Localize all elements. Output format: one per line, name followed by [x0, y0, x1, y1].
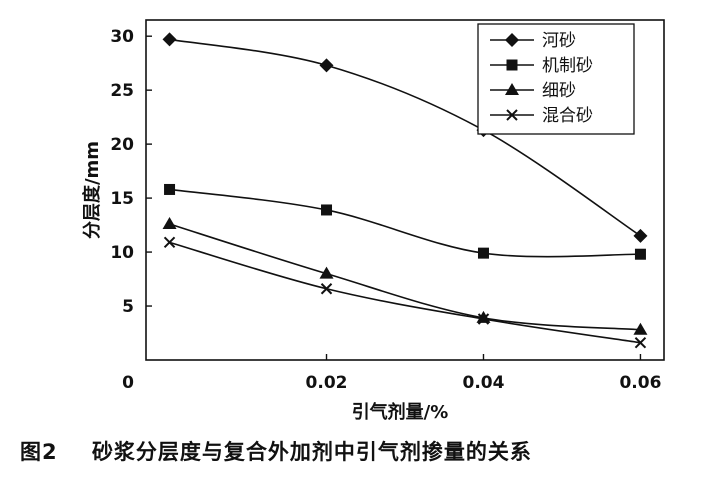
series-line — [169, 223, 641, 331]
x-axis-title: 引气剂量/% — [352, 401, 449, 423]
y-tick-label: 10 — [110, 243, 134, 263]
data-point — [477, 247, 489, 259]
data-point — [319, 58, 334, 73]
data-point — [162, 217, 177, 229]
plot-frame — [145, 19, 665, 361]
figure-caption: 图2 砂浆分层度与复合外加剂中引气剂掺量的关系 — [20, 436, 710, 470]
y-tick-label: 25 — [110, 81, 134, 101]
x-axis: 0 0.02 0.04 0.06 — [122, 354, 661, 393]
series-3 — [162, 217, 648, 335]
legend-label: 细砂 — [542, 81, 576, 101]
legend-label: 机制砂 — [542, 56, 593, 76]
data-point — [634, 248, 646, 260]
data-point — [319, 266, 334, 279]
legend-entry: 河砂 — [490, 31, 576, 51]
legend-marker — [505, 33, 519, 47]
legend-entry: 细砂 — [490, 81, 576, 101]
series-4 — [163, 236, 647, 349]
legend-entry: 混合砂 — [490, 106, 593, 126]
data-point — [164, 183, 176, 195]
series-line — [169, 188, 641, 258]
data-point — [321, 204, 333, 216]
y-tick-label: 20 — [110, 135, 134, 155]
data-point — [162, 32, 177, 47]
y-axis: 5 10 15 20 25 30 — [110, 27, 152, 317]
x-tick-label: 0.06 — [619, 373, 661, 393]
series-layer — [162, 32, 648, 349]
plot-area-border — [145, 19, 665, 361]
x-tick-label: 0.02 — [306, 373, 348, 393]
series-line — [169, 38, 641, 237]
y-tick-label: 30 — [110, 27, 134, 47]
data-point — [633, 322, 648, 335]
data-point — [320, 283, 333, 295]
y-tick-label: 15 — [110, 189, 134, 209]
legend-label: 河砂 — [542, 31, 576, 51]
x-tick-label: 0.04 — [463, 373, 505, 393]
y-tick-label: 5 — [122, 297, 134, 317]
legend-entry: 机制砂 — [490, 56, 593, 76]
y-axis-title: 分层度/mm — [81, 141, 103, 239]
legend-marker — [506, 109, 518, 121]
legend-marker — [506, 59, 518, 71]
x-tick-label: 0 — [122, 373, 134, 393]
series-line — [169, 241, 641, 344]
legend-label: 混合砂 — [542, 106, 593, 126]
data-point — [163, 236, 176, 249]
legend-marker — [505, 83, 519, 95]
data-point — [477, 313, 490, 325]
figure-number: 图2 — [20, 440, 58, 464]
data-point — [634, 337, 647, 349]
figure-caption-text: 砂浆分层度与复合外加剂中引气剂掺量的关系 — [91, 440, 532, 464]
data-point — [633, 228, 648, 243]
series-2 — [164, 183, 646, 260]
